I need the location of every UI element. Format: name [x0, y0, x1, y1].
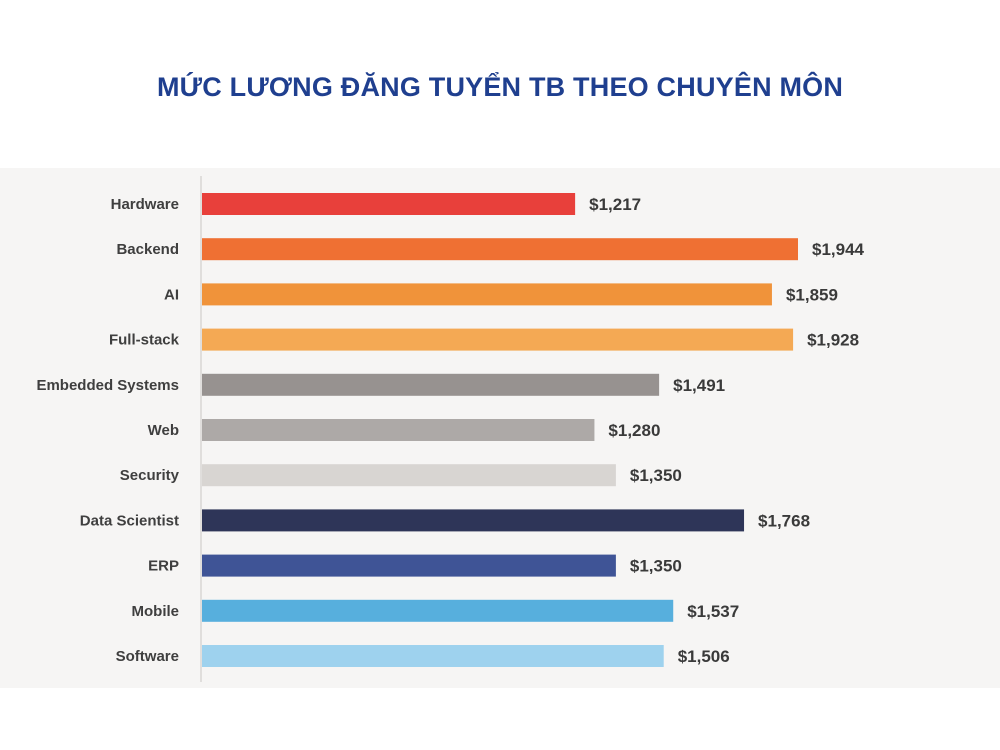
category-label: Hardware [111, 196, 179, 213]
bars-group: Hardware $1,217 Backend $1,944 AI $1,859 Full-… [36, 193, 865, 667]
value-label: $1,537 [687, 602, 739, 621]
value-label: $1,506 [678, 647, 730, 666]
value-label: $1,928 [807, 331, 859, 350]
category-label: Full-stack [109, 332, 180, 349]
value-label: $1,859 [786, 285, 838, 304]
bar [202, 509, 745, 532]
bar [202, 238, 798, 261]
category-label: Security [120, 467, 180, 484]
value-label: $1,350 [630, 557, 682, 576]
chart-title: MỨC LƯƠNG ĐĂNG TUYỂN TB THEO CHUYÊN MÔN [156, 72, 844, 102]
chart-panel: Hardware $1,217 Backend $1,944 AI $1,859 Full-… [0, 168, 1000, 688]
bar [202, 645, 664, 667]
category-label: Embedded Systems [36, 377, 179, 394]
category-label: Mobile [132, 603, 180, 620]
bar [202, 373, 660, 396]
bar [202, 283, 772, 306]
bar [202, 599, 674, 622]
value-label: $1,944 [812, 240, 865, 259]
value-label: $1,280 [608, 421, 660, 440]
bar [202, 554, 616, 577]
bar [202, 193, 576, 215]
bar-chart: Hardware $1,217 Backend $1,944 AI $1,859 Full-… [36, 176, 865, 682]
bar [202, 328, 794, 351]
bar [202, 464, 616, 487]
category-label: AI [164, 286, 179, 303]
value-label: $1,491 [673, 376, 725, 395]
value-label: $1,768 [758, 511, 810, 530]
category-label: Software [116, 648, 179, 665]
category-label: ERP [148, 558, 179, 575]
bar [202, 419, 595, 441]
category-label: Data Scientist [80, 512, 179, 529]
value-label: $1,217 [589, 195, 641, 214]
category-label: Backend [116, 241, 179, 258]
category-label: Web [148, 422, 179, 439]
value-label: $1,350 [630, 466, 682, 485]
